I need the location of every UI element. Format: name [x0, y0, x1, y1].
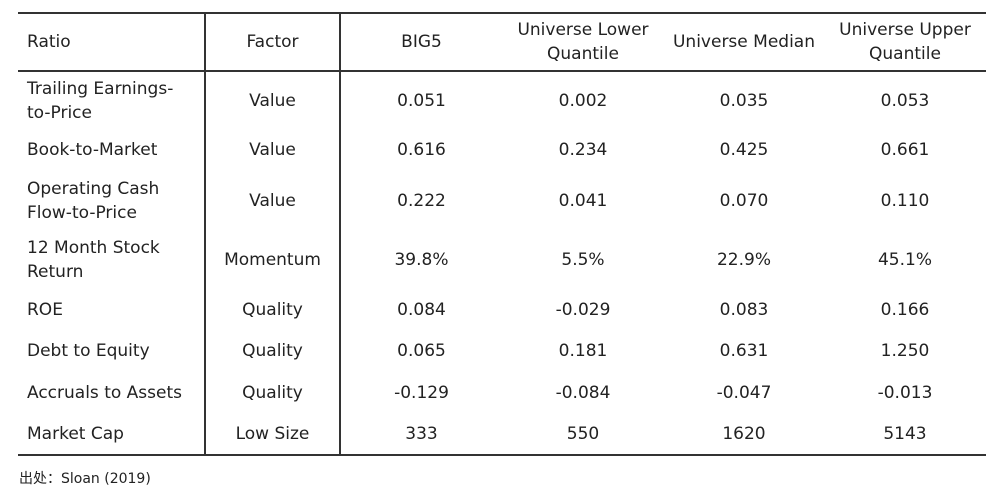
table-cell: 0.002: [558, 90, 608, 111]
table-cell: 0.083: [719, 300, 769, 320]
table-cell: Value: [205, 171, 341, 230]
table-cell: 0.616: [397, 140, 446, 160]
row-label: Market Cap: [18, 414, 206, 455]
row-label: Trailing Earnings-to-Price: [18, 71, 206, 129]
table-cell: 0.661: [880, 140, 930, 160]
table-cell: -0.047: [716, 383, 772, 403]
table-cell: Quality: [205, 330, 341, 372]
table-cell: 0.425: [719, 140, 769, 160]
table-cell: 0.234: [558, 140, 608, 160]
row-label: Book-to-Market: [18, 129, 206, 171]
table-cell: Low Size: [205, 414, 341, 455]
header-cell: Ratio: [18, 13, 206, 72]
table-cell: 550: [566, 424, 600, 444]
data-table: Ratio Factor BIG5 Universe Lower Quantile Un…: [18, 12, 986, 456]
table-cell: 0.181: [558, 341, 608, 361]
table-cell: 0.084: [397, 300, 446, 320]
table-row: Debt to Equity Quality 0.065 0.181 0.631 1.25…: [18, 330, 986, 372]
table-cell: 0.222: [397, 190, 446, 211]
table-cell: 22.9%: [716, 250, 771, 270]
table-cell: -0.013: [877, 383, 933, 403]
row-label: Debt to Equity: [18, 330, 206, 372]
header-cell: Factor: [205, 13, 341, 72]
table-cell: Value: [205, 129, 341, 171]
table-cell: Quality: [205, 290, 341, 330]
table-cell: 0.053: [880, 90, 930, 111]
table-cell: 1.250: [880, 341, 930, 361]
table-row: Market Cap Low Size 333 550 1620 5143: [18, 414, 986, 455]
table-cell: Momentum: [205, 230, 341, 290]
table-cell: 333: [405, 424, 438, 444]
table-row: Accruals to Assets Quality -0.129 -0.084 -0.…: [18, 372, 986, 414]
table-cell: 45.1%: [877, 250, 932, 270]
table-row: Trailing Earnings-to-Price Value 0.051 0.00…: [18, 71, 986, 129]
source-note: 出处：Sloan (2019): [19, 471, 151, 487]
table-cell: 0.631: [719, 341, 769, 361]
header-cell: Universe Upper Quantile: [824, 13, 986, 72]
table-cell: 1620: [722, 424, 766, 444]
row-label: ROE: [18, 290, 206, 330]
table-cell: 0.166: [880, 300, 930, 320]
table-row: ROE Quality 0.084 -0.029 0.083 0.166: [18, 290, 986, 330]
table-cell: 0.035: [719, 90, 769, 111]
table-row: Book-to-Market Value 0.616 0.234 0.425 0.661: [18, 129, 986, 171]
table-row: 12 Month Stock Return Momentum 39.8% 5.5% 22…: [18, 230, 986, 290]
table-cell: 0.070: [719, 190, 769, 211]
table-cell: 0.051: [397, 90, 446, 111]
header-cell: Universe Median: [664, 13, 824, 72]
table-cell: 5.5%: [561, 250, 605, 270]
row-label: 12 Month Stock Return: [18, 230, 206, 290]
table-cell: 39.8%: [394, 250, 449, 270]
table-cell: 5143: [883, 424, 927, 444]
table-cell: 0.110: [880, 190, 930, 211]
table-cell: -0.129: [394, 383, 449, 403]
table-cell: -0.029: [555, 300, 611, 320]
table-row: Operating Cash Flow-to-Price Value 0.222 0.…: [18, 171, 986, 230]
row-label: Accruals to Assets: [18, 372, 206, 414]
table-cell: 0.041: [558, 190, 608, 211]
header-row: Ratio Factor BIG5 Universe Lower Quantile Un…: [18, 13, 986, 72]
table-cell: Value: [205, 71, 341, 129]
table-cell: 0.065: [397, 341, 446, 361]
table-cell: Quality: [205, 372, 341, 414]
row-label: Operating Cash Flow-to-Price: [18, 171, 206, 230]
header-cell: BIG5: [340, 13, 502, 72]
header-cell: Universe Lower Quantile: [502, 13, 664, 72]
table-cell: -0.084: [555, 383, 611, 403]
